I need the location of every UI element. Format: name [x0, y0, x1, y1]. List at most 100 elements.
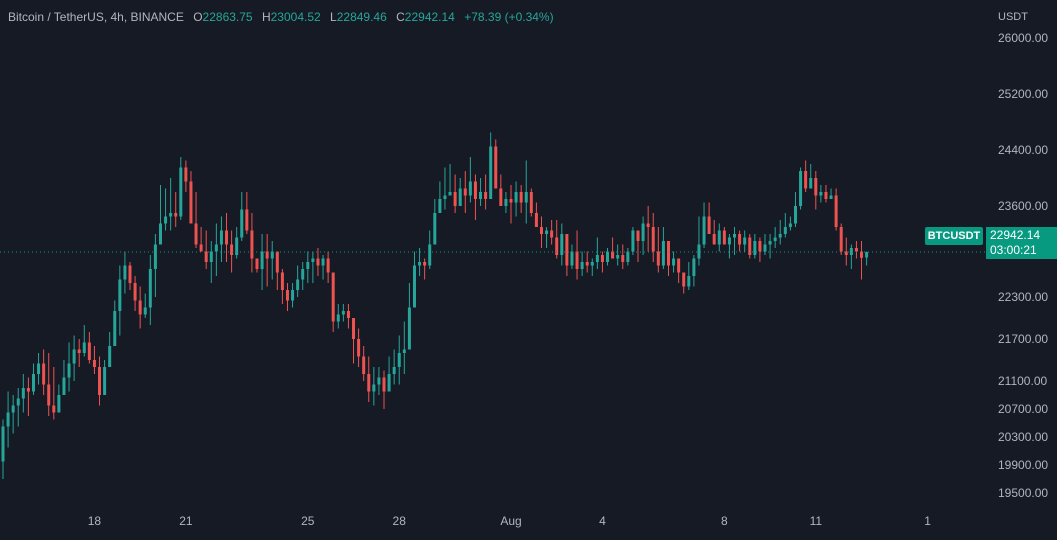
candle: [133, 276, 137, 311]
candle-body: [463, 188, 467, 196]
candle: [672, 251, 676, 273]
candle: [412, 251, 416, 308]
candle-body: [626, 251, 630, 262]
candle-body: [494, 146, 498, 189]
candle: [479, 178, 483, 206]
candle: [6, 391, 10, 448]
candle-body: [382, 377, 386, 392]
candle-body: [1, 426, 5, 462]
candle: [1, 419, 5, 479]
candle-body: [799, 171, 803, 206]
price-tick-label: 19900.00: [998, 458, 1048, 472]
candle: [230, 230, 234, 273]
candle: [590, 258, 594, 276]
candle-body: [484, 192, 488, 199]
candle-body: [712, 234, 716, 245]
candle-body: [245, 209, 249, 231]
candle-body: [793, 206, 797, 224]
candle: [199, 227, 203, 252]
candle-body: [103, 367, 107, 395]
candle-body: [809, 178, 813, 189]
candle-body: [860, 251, 864, 258]
candle-body: [656, 251, 660, 266]
candle-body: [37, 363, 41, 374]
candle-body: [158, 223, 162, 245]
candle-body: [753, 241, 757, 255]
candle-body: [42, 363, 46, 385]
time-tick-label: 18: [88, 514, 102, 528]
candle: [834, 188, 838, 231]
candle-body: [164, 216, 168, 224]
candle-body: [824, 192, 828, 199]
candle-body: [692, 258, 696, 276]
candle: [326, 251, 330, 283]
candle-body: [402, 349, 406, 353]
price-tick-label: 19500.00: [998, 486, 1048, 500]
candle: [194, 192, 198, 248]
candle-body: [570, 251, 574, 266]
candle: [341, 304, 345, 322]
candle: [458, 178, 462, 206]
candle-body: [357, 339, 361, 357]
candle-body: [697, 244, 701, 259]
candle: [799, 167, 803, 210]
candle: [346, 304, 350, 329]
candle: [438, 181, 442, 213]
candle: [382, 370, 386, 409]
candle: [103, 360, 107, 395]
candle-body: [763, 244, 767, 252]
candle-body: [250, 230, 254, 259]
candle-body: [550, 230, 554, 238]
candle-body: [580, 262, 584, 269]
candle-body: [179, 167, 183, 217]
low-value: 22849.46: [336, 10, 387, 24]
candle: [702, 202, 706, 248]
candle: [768, 234, 772, 259]
candle-body: [814, 178, 818, 196]
candle-body: [621, 255, 625, 262]
candle-body: [773, 237, 777, 241]
candle: [169, 178, 173, 231]
candle: [16, 388, 20, 427]
candle-body: [316, 258, 320, 266]
candle: [621, 244, 625, 269]
candle-body: [6, 412, 10, 427]
high-value: 23004.52: [270, 10, 321, 24]
candle: [692, 255, 696, 287]
candle: [423, 258, 427, 280]
candle: [189, 171, 193, 224]
candle-body: [783, 227, 787, 234]
candle-body: [631, 230, 635, 252]
candle-body: [62, 377, 66, 395]
candle-body: [392, 367, 396, 374]
candle: [722, 227, 726, 245]
candle: [285, 283, 289, 311]
candle: [468, 157, 472, 203]
candle: [738, 230, 742, 252]
candle-body: [189, 181, 193, 224]
price-tick-label: 20700.00: [998, 402, 1048, 416]
candle: [275, 251, 279, 290]
candle: [113, 300, 117, 346]
candle: [291, 283, 295, 308]
candle: [783, 213, 787, 238]
candle-body: [108, 346, 112, 367]
candle-body: [57, 395, 61, 413]
price-axis[interactable]: 19500.00 19900.00 20300.00 20700.00 21100.00…: [998, 31, 1048, 500]
candle-body: [92, 360, 96, 367]
candle-body: [646, 223, 650, 227]
candle: [550, 220, 554, 245]
candle: [727, 234, 731, 259]
candle-body: [819, 192, 823, 196]
candle: [255, 258, 259, 273]
symbol-title[interactable]: Bitcoin / TetherUS, 4h, BINANCE: [8, 10, 184, 24]
time-axis[interactable]: 18 21 25 28 Aug 4 8 11 1: [88, 514, 931, 528]
candle: [367, 356, 371, 402]
candle: [158, 185, 162, 245]
candle: [453, 174, 457, 213]
candle-body: [362, 356, 366, 374]
candle-body: [377, 377, 381, 385]
time-tick-label: 21: [179, 514, 193, 528]
